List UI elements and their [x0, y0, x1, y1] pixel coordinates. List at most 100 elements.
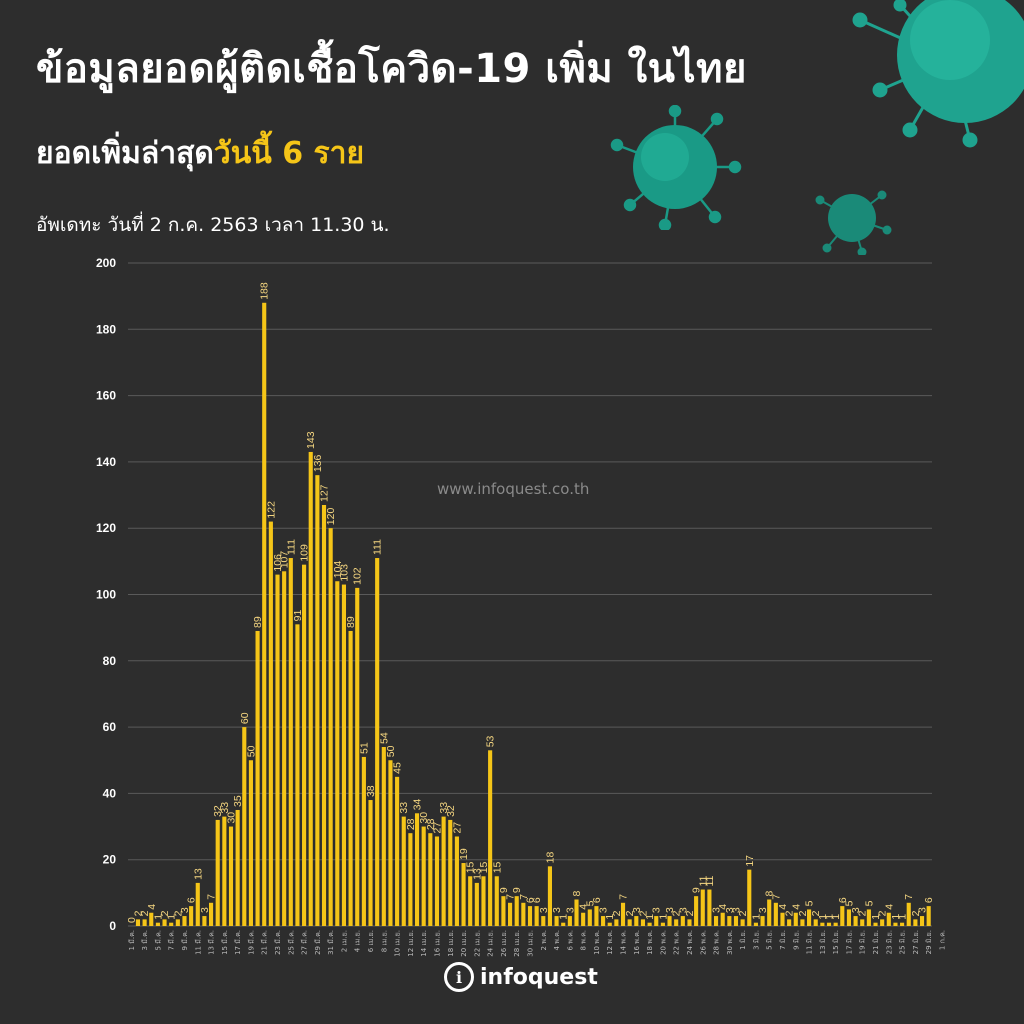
data-label: 13	[192, 868, 204, 880]
data-label: 2	[910, 910, 922, 916]
bar	[414, 813, 420, 926]
data-label: 120	[325, 508, 337, 526]
data-label: 2	[172, 910, 184, 916]
bar	[733, 916, 739, 926]
bar	[534, 906, 539, 926]
y-tick-label: 60	[103, 720, 117, 734]
bar	[521, 902, 526, 926]
bar	[421, 826, 426, 926]
bar	[348, 630, 353, 926]
bar	[906, 902, 911, 926]
x-tick-label: 26 พ.ค.	[699, 930, 707, 955]
x-tick-label: 18 เม.ย.	[447, 930, 455, 957]
data-label: 5	[584, 900, 596, 906]
bar	[866, 909, 871, 926]
data-label: 3	[850, 907, 862, 913]
bar	[919, 916, 925, 926]
data-label: 3	[199, 907, 211, 913]
x-tick-label: 25 มี.ค.	[287, 930, 295, 955]
data-label: 3	[711, 907, 723, 913]
bar	[335, 581, 340, 926]
data-label: 4	[790, 904, 802, 910]
y-tick-label: 140	[96, 455, 116, 469]
bar	[248, 760, 253, 926]
bar	[713, 916, 719, 926]
data-label: 18	[544, 851, 556, 863]
y-tick-label: 20	[103, 853, 117, 867]
data-label: 6	[531, 897, 543, 903]
data-label: 1	[166, 914, 178, 920]
data-label: 3	[730, 907, 742, 913]
data-label: 2	[624, 910, 636, 916]
bar	[554, 916, 559, 926]
bar	[428, 833, 433, 926]
data-label: 111	[285, 539, 297, 555]
data-label: 50	[385, 745, 397, 757]
data-label: 5	[804, 900, 816, 906]
data-label: 30	[418, 812, 430, 824]
data-label: 11	[697, 875, 709, 886]
bar	[860, 919, 865, 926]
x-tick-label: 19 มิ.ย.	[859, 930, 867, 954]
data-label: 27	[451, 822, 463, 834]
x-tick-label: 21 มิ.ย.	[872, 930, 880, 954]
bar	[149, 912, 154, 926]
bar	[375, 558, 380, 926]
data-label: 1	[830, 914, 842, 920]
data-label: 9	[691, 887, 703, 893]
bar	[388, 760, 393, 926]
bar	[773, 902, 778, 926]
bar	[321, 504, 327, 926]
x-tick-label: 13 มี.ค.	[208, 930, 216, 955]
y-tick-label: 100	[96, 588, 116, 602]
x-tick-label: 25 มิ.ย.	[899, 930, 907, 954]
data-label: 2	[810, 910, 822, 916]
x-tick-label: 14 เม.ย.	[420, 930, 428, 957]
bar	[527, 906, 533, 926]
bar	[561, 922, 566, 926]
data-label: 102	[352, 567, 364, 585]
data-label: 7	[206, 894, 218, 900]
data-label: 32	[212, 805, 224, 817]
bar	[481, 876, 486, 926]
bar	[893, 922, 898, 926]
data-label: 109	[299, 544, 311, 562]
data-label: 9	[498, 887, 510, 893]
data-label: 3	[651, 907, 663, 913]
x-tick-label: 18 พ.ค.	[646, 930, 654, 955]
bar	[268, 521, 273, 926]
x-tick-label: 1 มิ.ย.	[739, 930, 747, 950]
data-label: 13	[471, 868, 483, 880]
y-tick-label: 200	[96, 256, 116, 270]
data-label: 4	[777, 904, 789, 910]
data-label: 2	[784, 910, 796, 916]
x-tick-label: 31 มี.ค.	[327, 930, 335, 955]
x-tick-label: 27 มิ.ย.	[912, 930, 920, 954]
bar	[341, 584, 347, 926]
data-label: 4	[146, 904, 158, 910]
page-subtitle: ยอดเพิ่มล่าสุดวันนี้ 6 ราย	[36, 130, 364, 177]
bar	[208, 902, 214, 926]
data-label: 188	[259, 282, 271, 300]
x-tick-label: 6 เม.ย.	[367, 930, 375, 952]
bar	[886, 912, 891, 926]
bar	[614, 919, 619, 926]
x-tick-label: 13 มิ.ย.	[819, 930, 827, 954]
bar	[767, 899, 772, 926]
data-label: 2	[159, 910, 171, 916]
bar	[468, 876, 473, 926]
x-tick-label: 10 พ.ค.	[593, 930, 601, 955]
bar	[242, 727, 247, 926]
x-tick-label: 28 เม.ย.	[513, 930, 521, 957]
data-label: 1	[817, 914, 829, 920]
data-label: 111	[372, 539, 384, 555]
x-tick-label: 4 เม.ย.	[354, 930, 362, 952]
bar	[674, 919, 679, 926]
data-label: 2	[857, 910, 869, 916]
bar	[880, 919, 885, 926]
data-label: 11	[704, 875, 716, 886]
data-label: 1	[657, 914, 669, 920]
bar	[514, 896, 519, 926]
x-tick-label: 2 พ.ค.	[540, 930, 548, 950]
